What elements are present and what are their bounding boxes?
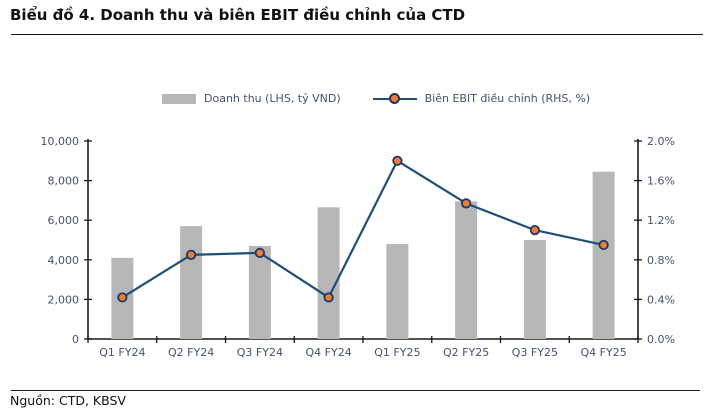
- ebit-line-marker-icon: [372, 93, 417, 105]
- title-underline: [11, 34, 703, 35]
- chart-title: Biểu đồ 4. Doanh thu và biên EBIT điều c…: [10, 6, 466, 24]
- x-axis-category-label: Q1 FY24: [99, 346, 145, 359]
- x-axis-category-label: Q2 FY24: [168, 346, 214, 359]
- ebit-margin-marker: [392, 155, 403, 166]
- legend-label-ebit-margin: Biên EBIT điều chỉnh (RHS, %): [424, 92, 591, 105]
- revenue-bar: [248, 245, 271, 339]
- right-axis-tick-label: 1.2%: [647, 214, 675, 227]
- right-axis-tick-label: 0.8%: [647, 254, 675, 267]
- right-axis-tick-label: 0.0%: [647, 333, 675, 346]
- x-axis-category-label: Q3 FY25: [512, 346, 558, 359]
- left-axis-tick-label: 6,000: [48, 214, 80, 227]
- legend-item-ebit-margin: Biên EBIT điều chỉnh (RHS, %): [341, 92, 591, 105]
- revenue-bar: [523, 240, 546, 339]
- legend-item-revenue: Doanh thu (LHS, tỷ VND): [162, 92, 341, 105]
- left-axis-tick-label: 10,000: [41, 135, 80, 148]
- revenue-bar: [592, 171, 615, 339]
- revenue-bar-swatch-icon: [162, 93, 196, 104]
- right-axis-tick-label: 1.6%: [647, 175, 675, 188]
- left-axis-tick-label: 2,000: [48, 293, 80, 306]
- ebit-margin-marker: [254, 247, 265, 258]
- left-axis-tick-label: 4,000: [48, 254, 80, 267]
- left-axis-tick-label: 0: [72, 333, 79, 346]
- ebit-margin-marker: [323, 292, 334, 303]
- right-axis-tick-label: 2.0%: [647, 135, 675, 148]
- x-axis-category-label: Q3 FY24: [237, 346, 283, 359]
- ebit-margin-marker: [117, 292, 128, 303]
- ebit-margin-marker: [461, 198, 472, 209]
- x-axis-category-label: Q2 FY25: [443, 346, 489, 359]
- ebit-margin-marker: [598, 239, 609, 251]
- right-axis-tick-label: 0.4%: [647, 293, 675, 306]
- source-note: Nguồn: CTD, KBSV: [10, 393, 126, 408]
- revenue-bar: [180, 226, 203, 339]
- x-axis-category-label: Q4 FY24: [306, 346, 352, 359]
- x-axis-category-label: Q4 FY25: [581, 346, 627, 359]
- x-axis-category-label: Q1 FY25: [374, 346, 420, 359]
- left-axis-tick-label: 8,000: [48, 175, 80, 188]
- legend-label-revenue: Doanh thu (LHS, tỷ VND): [204, 92, 341, 105]
- ebit-margin-marker: [529, 225, 540, 236]
- revenue-bar: [455, 201, 478, 339]
- revenue-bar: [317, 207, 340, 339]
- chart-legend: Doanh thu (LHS, tỷ VND) Biên EBIT điều c…: [162, 92, 590, 105]
- footer-rule: [11, 390, 700, 391]
- ebit-margin-marker: [186, 249, 197, 260]
- revenue-bar: [386, 243, 409, 339]
- ebit-margin-line: [121, 159, 604, 299]
